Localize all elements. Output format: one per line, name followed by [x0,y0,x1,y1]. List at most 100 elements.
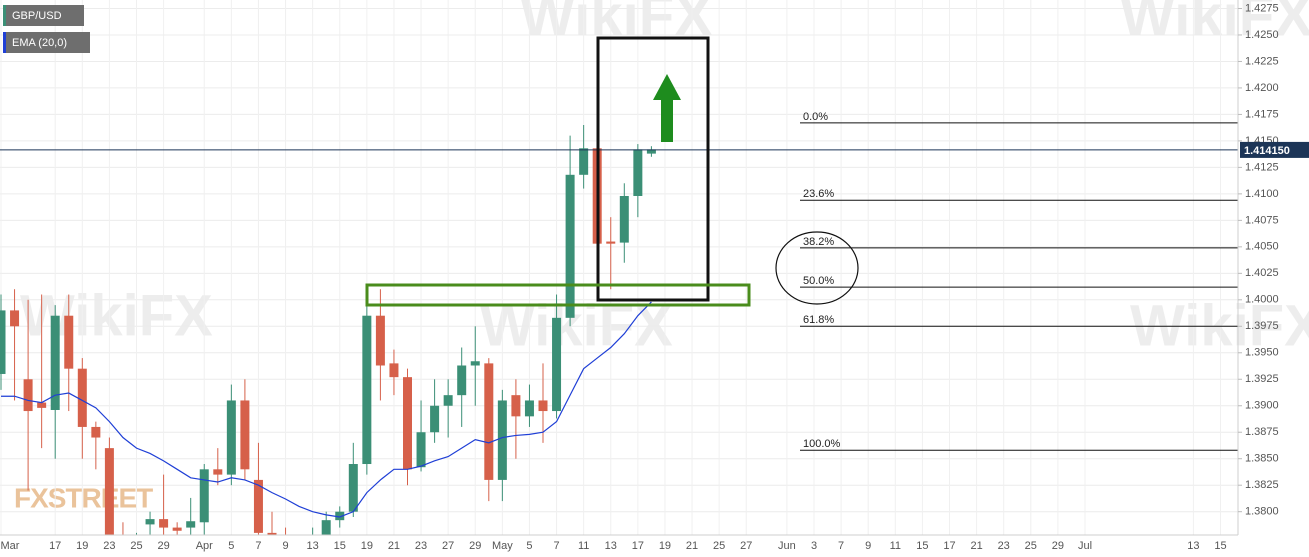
x-tick-label: 23 [103,540,115,552]
candle-body [538,400,548,412]
x-tick-label: Mar [1,540,20,552]
candle-body [0,310,6,374]
legend-swatch [3,5,6,26]
x-tick-label: 21 [686,540,698,552]
candle-body [362,315,372,465]
legend: GBP/USD EMA (20,0) [3,5,90,53]
y-tick-label: 1.3825 [1245,479,1279,491]
x-tick-label: 17 [632,540,644,552]
x-tick-label: 23 [415,540,427,552]
x-tick-label: 5 [526,540,532,552]
x-tick-label: 15 [916,540,928,552]
x-tick-label: 23 [998,540,1010,552]
x-tick-label: 7 [255,540,261,552]
candle-body [335,511,345,521]
candle-body [23,379,33,412]
y-tick-label: 1.4250 [1245,29,1279,41]
candle-body [565,174,575,318]
x-tick-label: 9 [865,540,871,552]
candle-body [430,405,440,433]
y-tick-label: 1.3900 [1245,400,1279,412]
x-tick-label: May [492,540,513,552]
candle-body [619,195,629,243]
x-tick-label: 17 [49,540,61,552]
highlight-box [596,36,710,302]
x-tick-label: 13 [307,540,319,552]
support-zone [365,283,751,307]
ema-line [1,301,652,518]
y-tick-label: 1.4050 [1245,241,1279,253]
x-tick-label: 19 [361,540,373,552]
candle-body [199,469,209,523]
candle-body [579,148,589,175]
x-tick-label: 21 [388,540,400,552]
candle-body [172,527,182,531]
candle-body [348,464,358,512]
candle-body [226,400,236,475]
candle-body [457,365,467,396]
legend-box [3,5,84,26]
watermark: WikiFX [520,0,713,48]
x-tick-label: 29 [469,540,481,552]
y-tick-label: 1.4175 [1245,108,1279,120]
candle-body [77,368,87,427]
watermark: WikiFX [20,283,213,348]
x-tick-label: 21 [970,540,982,552]
candle-body [240,400,250,470]
fib-label: 38.2% [803,236,834,248]
x-tick-label: 11 [578,540,589,552]
fib-label: 50.0% [803,275,834,287]
watermark: WikiFX [1120,0,1309,48]
arrow-shaft [661,98,673,142]
candle-body [321,520,331,535]
candle-body [470,361,480,366]
x-tick-label: 17 [943,540,955,552]
x-tick-label: 15 [334,540,346,552]
y-tick-label: 1.3925 [1245,373,1279,385]
x-tick-label: 5 [228,540,234,552]
candle-body [511,395,521,417]
candle-body [416,432,426,468]
x-tick-label: 13 [605,540,617,552]
price-label-box [1240,141,1309,158]
legend-label: GBP/USD [12,10,62,22]
candle-body [91,426,101,438]
candle-body [443,395,453,406]
y-tick-label: 1.3950 [1245,347,1279,359]
candle-body [484,363,494,480]
x-tick-label: 19 [76,540,88,552]
candle-body [10,310,20,327]
y-tick-label: 1.4275 [1245,2,1279,14]
x-tick-label: 3 [811,540,817,552]
x-tick-label: 27 [442,540,454,552]
fib-label: 100.0% [803,438,841,450]
candle-body [213,469,223,475]
candle-body [606,241,616,244]
candle-body [403,377,412,470]
x-tick-label: 15 [1214,540,1226,552]
y-tick-label: 1.3875 [1245,426,1279,438]
fib-circle [775,231,859,305]
fib-label: 23.6% [803,188,834,200]
candle-body [552,317,562,412]
candle-body [145,519,155,525]
annotations [365,36,859,307]
x-tick-label: 9 [282,540,288,552]
y-tick-label: 1.3850 [1245,453,1279,465]
candle-body [646,149,656,154]
x-tick-label: 19 [659,540,671,552]
candle-body [633,149,643,196]
candle-body [37,402,47,408]
fib-label: 0.0% [803,111,828,123]
price-label: 1.414150 [1244,145,1290,157]
x-tick-label: 11 [890,540,901,552]
legend-label: EMA (20,0) [12,37,67,49]
candle-body [267,532,277,535]
candle-body [497,400,507,480]
legend-swatch [3,32,6,53]
candle-body [50,315,60,410]
candle-body [64,315,74,369]
